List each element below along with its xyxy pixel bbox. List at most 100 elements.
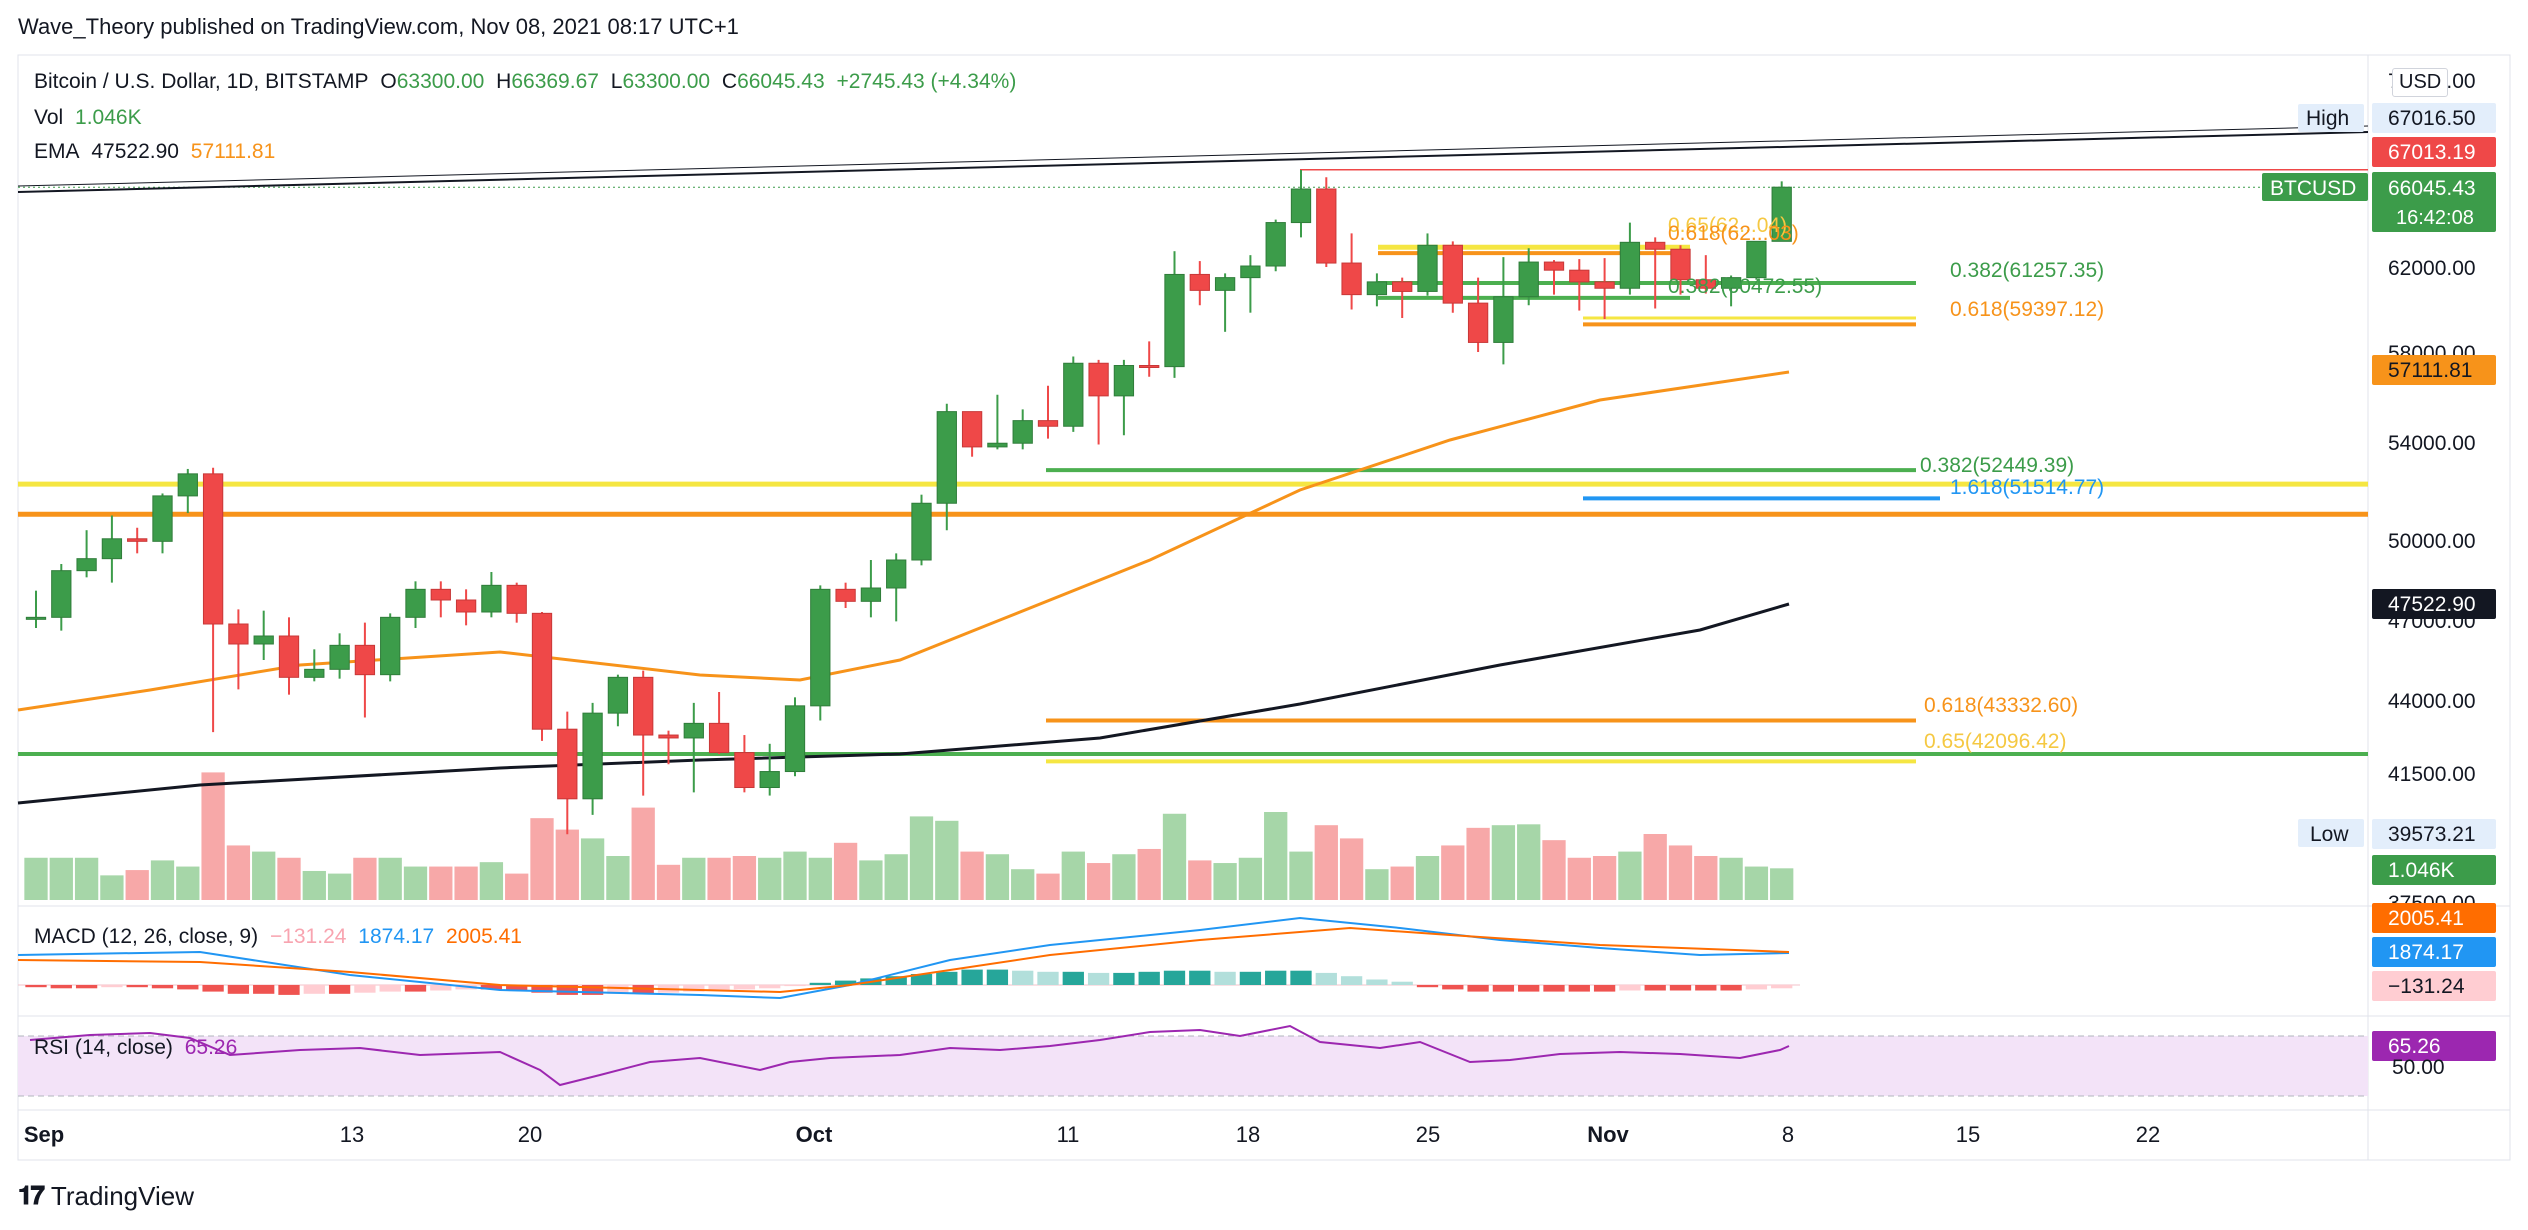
time-tick: Oct	[796, 1122, 833, 1147]
candle-body	[304, 668, 325, 678]
time-tick: 20	[518, 1122, 542, 1147]
fib-label: 0.382(60472.55)	[1668, 275, 1822, 298]
volume-bar	[1061, 851, 1085, 900]
macd-hist-bar	[683, 985, 705, 992]
volume-badge-bg	[2372, 855, 2496, 885]
candle-body	[1113, 365, 1135, 397]
macd-hist-bar	[50, 985, 72, 989]
low-tag-bg	[2298, 819, 2364, 847]
candle-body	[25, 616, 47, 620]
candle-body	[1164, 273, 1185, 368]
candle-body	[835, 588, 856, 602]
macd-hist-bar	[1214, 971, 1236, 985]
countdown-badge: 16:42:08	[2396, 207, 2474, 229]
rsi-tick: 50.00	[2392, 1056, 2445, 1079]
close-value: 66045.43	[737, 70, 825, 93]
symbol-legend: Bitcoin / U.S. Dollar, 1D, BITSTAMP O633…	[34, 70, 1022, 94]
candle-body	[1214, 277, 1236, 291]
volume-bar	[49, 857, 73, 900]
volume-bar	[656, 864, 681, 900]
macd-hist-bar	[1442, 985, 1464, 990]
candle-body	[1720, 277, 1742, 289]
volume-bar	[1744, 866, 1769, 900]
macd-hist-bar	[1138, 971, 1160, 985]
macd-hist-bar	[506, 985, 528, 991]
macd-hist-bar	[607, 985, 629, 994]
candle-body	[1240, 265, 1261, 279]
publish-caption: Wave_Theory published on TradingView.com…	[18, 14, 739, 39]
macd-hist-bar	[379, 985, 401, 992]
time-tick: Nov	[1587, 1122, 1629, 1147]
macd-hist-bar	[1771, 985, 1793, 989]
currency-button[interactable]: USD	[2392, 68, 2449, 97]
macd-hist-bar	[1568, 985, 1590, 992]
ath-price-badge: 67013.19	[2388, 141, 2476, 164]
high-tag-bg	[2298, 104, 2364, 132]
last-price-badge-bg	[2372, 172, 2496, 232]
macd-hist-value: −131.24	[269, 925, 347, 948]
macd-hist-bar	[784, 985, 806, 987]
ema-fast-badge: 57111.81	[2388, 359, 2472, 382]
volume-bar	[403, 866, 428, 900]
low-label: L	[610, 70, 623, 93]
candle-body	[51, 570, 72, 618]
candle-body	[127, 538, 148, 542]
volume-bar	[732, 856, 757, 900]
price-tick: 62000.00	[2388, 257, 2476, 280]
volume-bar	[909, 816, 934, 900]
macd-signal-line	[17, 926, 1790, 994]
volume-bar	[1390, 866, 1414, 900]
macd-hist-bar	[177, 985, 199, 990]
time-tick: 8	[1782, 1122, 1794, 1147]
candle-body	[1467, 302, 1489, 343]
candle-body	[886, 559, 907, 589]
time-tick: Sep	[24, 1122, 64, 1147]
candle-body	[228, 623, 249, 645]
macd-hist-bar	[936, 971, 958, 985]
candle-body	[1670, 248, 1691, 281]
macd-hist-bar	[25, 985, 47, 988]
macd-hist-bar	[885, 976, 907, 985]
candle-body	[987, 442, 1008, 448]
candle-body	[633, 676, 654, 736]
candle-body	[76, 558, 97, 572]
macd-hist-bar	[1391, 981, 1413, 985]
volume-bar	[1162, 813, 1187, 900]
tradingview-brand[interactable]: 𝟏𝟕 TradingView	[18, 1180, 194, 1212]
macd-hist-bar	[1290, 970, 1312, 985]
time-tick: 25	[1416, 1122, 1440, 1147]
candle-body	[784, 705, 806, 773]
volume-bar	[479, 862, 504, 900]
low-price-badge: 39573.21	[2388, 823, 2476, 846]
volume-badge: 1.046K	[2388, 859, 2455, 882]
macd-hist-bar	[809, 982, 831, 985]
volume-bar	[580, 838, 605, 900]
ema-slow-badge: 47522.90	[2388, 593, 2476, 616]
ema-fast-line	[17, 370, 1790, 712]
volume-bar	[429, 866, 453, 900]
volume-bar	[859, 860, 883, 900]
rsi-band	[18, 1036, 2368, 1096]
candle-body	[911, 502, 932, 561]
candle-body	[481, 584, 502, 613]
macd-hist-bar	[1265, 970, 1287, 985]
candle-body	[1594, 281, 1615, 289]
volume-bar	[960, 851, 984, 900]
fib-label: 0.618(59397.12)	[1950, 298, 2104, 321]
macd-hist-bar	[328, 985, 351, 994]
macd-hist-bar	[1163, 970, 1186, 985]
macd-hist-bar	[101, 985, 123, 988]
volume-bar	[1137, 848, 1161, 900]
volume-bar	[24, 857, 48, 900]
candle-body	[708, 722, 730, 754]
volume-bar	[1491, 825, 1516, 900]
candle-body	[1037, 420, 1059, 427]
candle-body	[1341, 262, 1362, 296]
macd-hist-bar	[227, 985, 250, 994]
volume-bar	[1289, 851, 1313, 900]
candle-body	[1012, 420, 1033, 444]
open-label: O	[380, 70, 397, 93]
volume-bar	[1542, 840, 1566, 900]
candle-body	[1771, 186, 1792, 242]
